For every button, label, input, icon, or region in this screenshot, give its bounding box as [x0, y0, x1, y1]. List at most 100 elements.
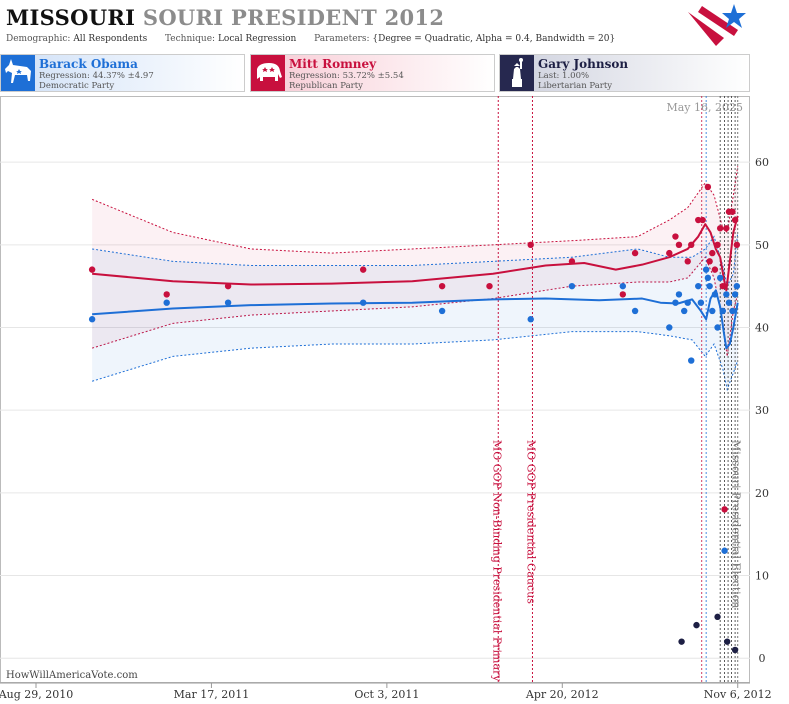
poll-point[interactable] — [733, 282, 741, 290]
poll-point[interactable] — [714, 613, 721, 621]
candidate-regression: Regression: 53.72% ±5.54 — [289, 71, 404, 81]
candidate-regression: Regression: 44.37% ±4.97 — [39, 71, 154, 81]
poll-point[interactable] — [688, 357, 695, 364]
technique-value: Local Regression — [217, 34, 297, 44]
poll-point[interactable] — [719, 282, 727, 290]
poll-point[interactable] — [716, 274, 724, 282]
poll-point[interactable] — [224, 299, 232, 306]
poll-point[interactable] — [224, 282, 232, 290]
poll-points — [88, 183, 741, 654]
x-tick-label: Nov 6, 2012 — [704, 688, 772, 701]
poll-point[interactable] — [725, 299, 733, 306]
page-title: MISSOURI SOURI PRESIDENT 2012 — [6, 5, 444, 30]
poll-point[interactable] — [723, 225, 730, 232]
poll-point[interactable] — [359, 299, 367, 306]
poll-point[interactable] — [672, 299, 679, 306]
poll-point[interactable] — [731, 646, 739, 654]
poll-point[interactable] — [666, 324, 673, 331]
poll-point[interactable] — [714, 241, 721, 249]
y-tick-label: 10 — [755, 570, 769, 583]
candidate-card-obama[interactable]: Barack Obama Regression: 44.37% ±4.97 De… — [0, 54, 245, 92]
parameters-bar: Demographic: All Respondents Technique: … — [6, 34, 615, 44]
demographic-label: Demographic: — [6, 34, 71, 44]
poll-point[interactable] — [709, 307, 716, 315]
poll-point[interactable] — [695, 282, 702, 290]
technique-label: Technique: — [165, 34, 216, 44]
poll-point[interactable] — [568, 258, 576, 265]
poll-point[interactable] — [702, 266, 710, 273]
poll-point[interactable] — [619, 291, 627, 298]
poll-point[interactable] — [699, 216, 706, 224]
axes: 0 10 20 30 40 50 60 Aug 29, 2010 Mar 17, 2011 Oct… — [0, 156, 772, 701]
poll-point[interactable] — [711, 291, 719, 298]
poll-point[interactable] — [675, 241, 683, 249]
poll-point[interactable] — [163, 291, 170, 298]
poll-point[interactable] — [695, 216, 702, 224]
poll-point[interactable] — [714, 324, 721, 331]
plot-frame — [0, 96, 750, 683]
band-upper — [91, 166, 739, 254]
poll-point[interactable] — [729, 208, 736, 215]
poll-point[interactable] — [688, 241, 695, 249]
poll-point[interactable] — [631, 307, 639, 315]
poll-point[interactable] — [678, 638, 685, 645]
poll-point[interactable] — [729, 307, 736, 315]
event-label: Missouri Presidential Election — [730, 440, 743, 608]
y-tick-label: 20 — [755, 487, 769, 500]
poll-point[interactable] — [723, 638, 731, 645]
poll-point[interactable] — [721, 547, 728, 554]
poll-point[interactable] — [706, 258, 713, 265]
poll-point[interactable] — [731, 291, 739, 298]
confidence-bands — [91, 166, 739, 392]
poll-point[interactable] — [88, 266, 96, 273]
poll-point[interactable] — [706, 282, 713, 290]
event-label: MO GOP Non-Binding Presidential Primary — [490, 440, 503, 682]
poll-point[interactable] — [163, 299, 170, 306]
event-lines: MO GOP Non-Binding Presidential Primary M… — [490, 96, 743, 683]
candidate-card-johnson[interactable]: Gary Johnson Last: 1.00% Libertarian Par… — [499, 54, 750, 92]
poll-point[interactable] — [704, 183, 712, 191]
poll-point[interactable] — [359, 266, 367, 273]
y-tick-label: 0 — [759, 652, 766, 665]
poll-point[interactable] — [88, 316, 96, 323]
poll-point[interactable] — [704, 274, 712, 282]
poll-point[interactable] — [731, 216, 739, 224]
y-tick-label: 50 — [755, 239, 769, 252]
poll-point[interactable] — [438, 282, 446, 290]
x-tick-label: Oct 3, 2011 — [354, 688, 419, 701]
poll-point[interactable] — [719, 307, 727, 315]
poll-point[interactable] — [723, 291, 730, 298]
poll-point[interactable] — [697, 299, 705, 306]
poll-point[interactable] — [631, 249, 639, 257]
poll-point[interactable] — [684, 258, 691, 265]
poll-point[interactable] — [675, 291, 683, 298]
poll-point[interactable] — [733, 241, 741, 249]
candidate-name: Barack Obama — [39, 57, 138, 71]
poll-point[interactable] — [527, 241, 534, 249]
donkey-icon — [1, 55, 35, 91]
poll-point[interactable] — [438, 307, 446, 315]
candidate-party: Republican Party — [289, 81, 363, 91]
candidate-last: Last: 1.00% — [538, 71, 590, 81]
poll-point[interactable] — [619, 282, 627, 290]
poll-point[interactable] — [709, 249, 716, 257]
candidate-legend: Barack Obama Regression: 44.37% ±4.97 De… — [0, 54, 750, 94]
parameters-value: {Degree = Quadratic, Alpha = 0.4, Bandwi… — [372, 34, 616, 44]
candidate-card-romney[interactable]: Mitt Romney Regression: 53.72% ±5.54 Rep… — [250, 54, 495, 92]
poll-point[interactable] — [681, 307, 688, 315]
poll-point[interactable] — [693, 621, 700, 629]
poll-point[interactable] — [486, 282, 493, 290]
poll-point[interactable] — [716, 225, 724, 232]
poll-point[interactable] — [672, 233, 679, 240]
poll-chart: MO GOP Non-Binding Presidential Primary M… — [0, 96, 772, 701]
y-tick-label: 30 — [755, 404, 769, 417]
poll-point[interactable] — [568, 282, 576, 290]
poll-point[interactable] — [527, 316, 534, 323]
poll-point[interactable] — [666, 249, 673, 257]
poll-point[interactable] — [684, 299, 691, 306]
header: MISSOURI SOURI PRESIDENT 2012 Demographi… — [0, 0, 750, 52]
poll-point[interactable] — [711, 266, 719, 273]
y-tick-label: 60 — [755, 156, 769, 169]
poll-point[interactable] — [721, 506, 728, 513]
confidence-band — [92, 166, 738, 357]
